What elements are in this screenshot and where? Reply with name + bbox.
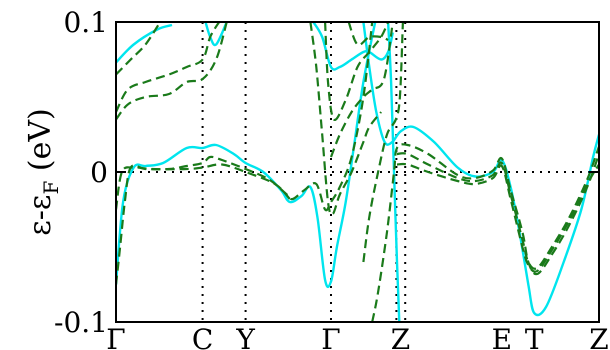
x-tick-label: T [525,323,544,350]
y-axis-label-subscript: F [39,181,63,195]
y-axis-label-unit: (eV) [23,108,58,180]
band-curve-dashed [396,146,599,270]
band-curve-dashed [396,162,599,273]
y-tick-label: 0.1 [63,6,108,39]
x-tick-label: E [492,323,512,350]
band-curve-dashed [371,143,599,322]
band-curves [116,22,599,322]
x-tick-label: Z [391,323,410,350]
band-curve-dashed [309,22,382,216]
band-curve-dashed [116,22,374,285]
band-curve-dashed [116,22,228,121]
band-curve-dashed [362,22,404,263]
band-curve-dashed [116,163,291,210]
band-curve-dashed [116,22,221,113]
band-curve-solid [362,22,599,317]
x-tick-label: Y [235,323,255,350]
x-tick-label: Γ [321,323,340,350]
axis-ticks [116,21,599,323]
x-tick-label: Γ [106,323,125,350]
y-axis-label: ε-εF (eV) [23,108,63,236]
x-tick-label: C [192,323,213,350]
band-curve-solid [386,22,401,322]
y-tick-label: -0.1 [54,306,108,339]
band-curve-dashed [347,22,389,47]
y-tick-label: 0 [90,156,108,189]
y-tick-labels: 0.1 0 -0.1 [54,6,108,339]
x-tick-label: Z [589,323,608,350]
band-curve-dashed [116,22,162,76]
y-axis-label-main: ε-ε [23,195,58,236]
band-curve-solid [116,23,173,64]
band-curve-solid [204,22,228,47]
band-curve-dashed [324,22,390,121]
